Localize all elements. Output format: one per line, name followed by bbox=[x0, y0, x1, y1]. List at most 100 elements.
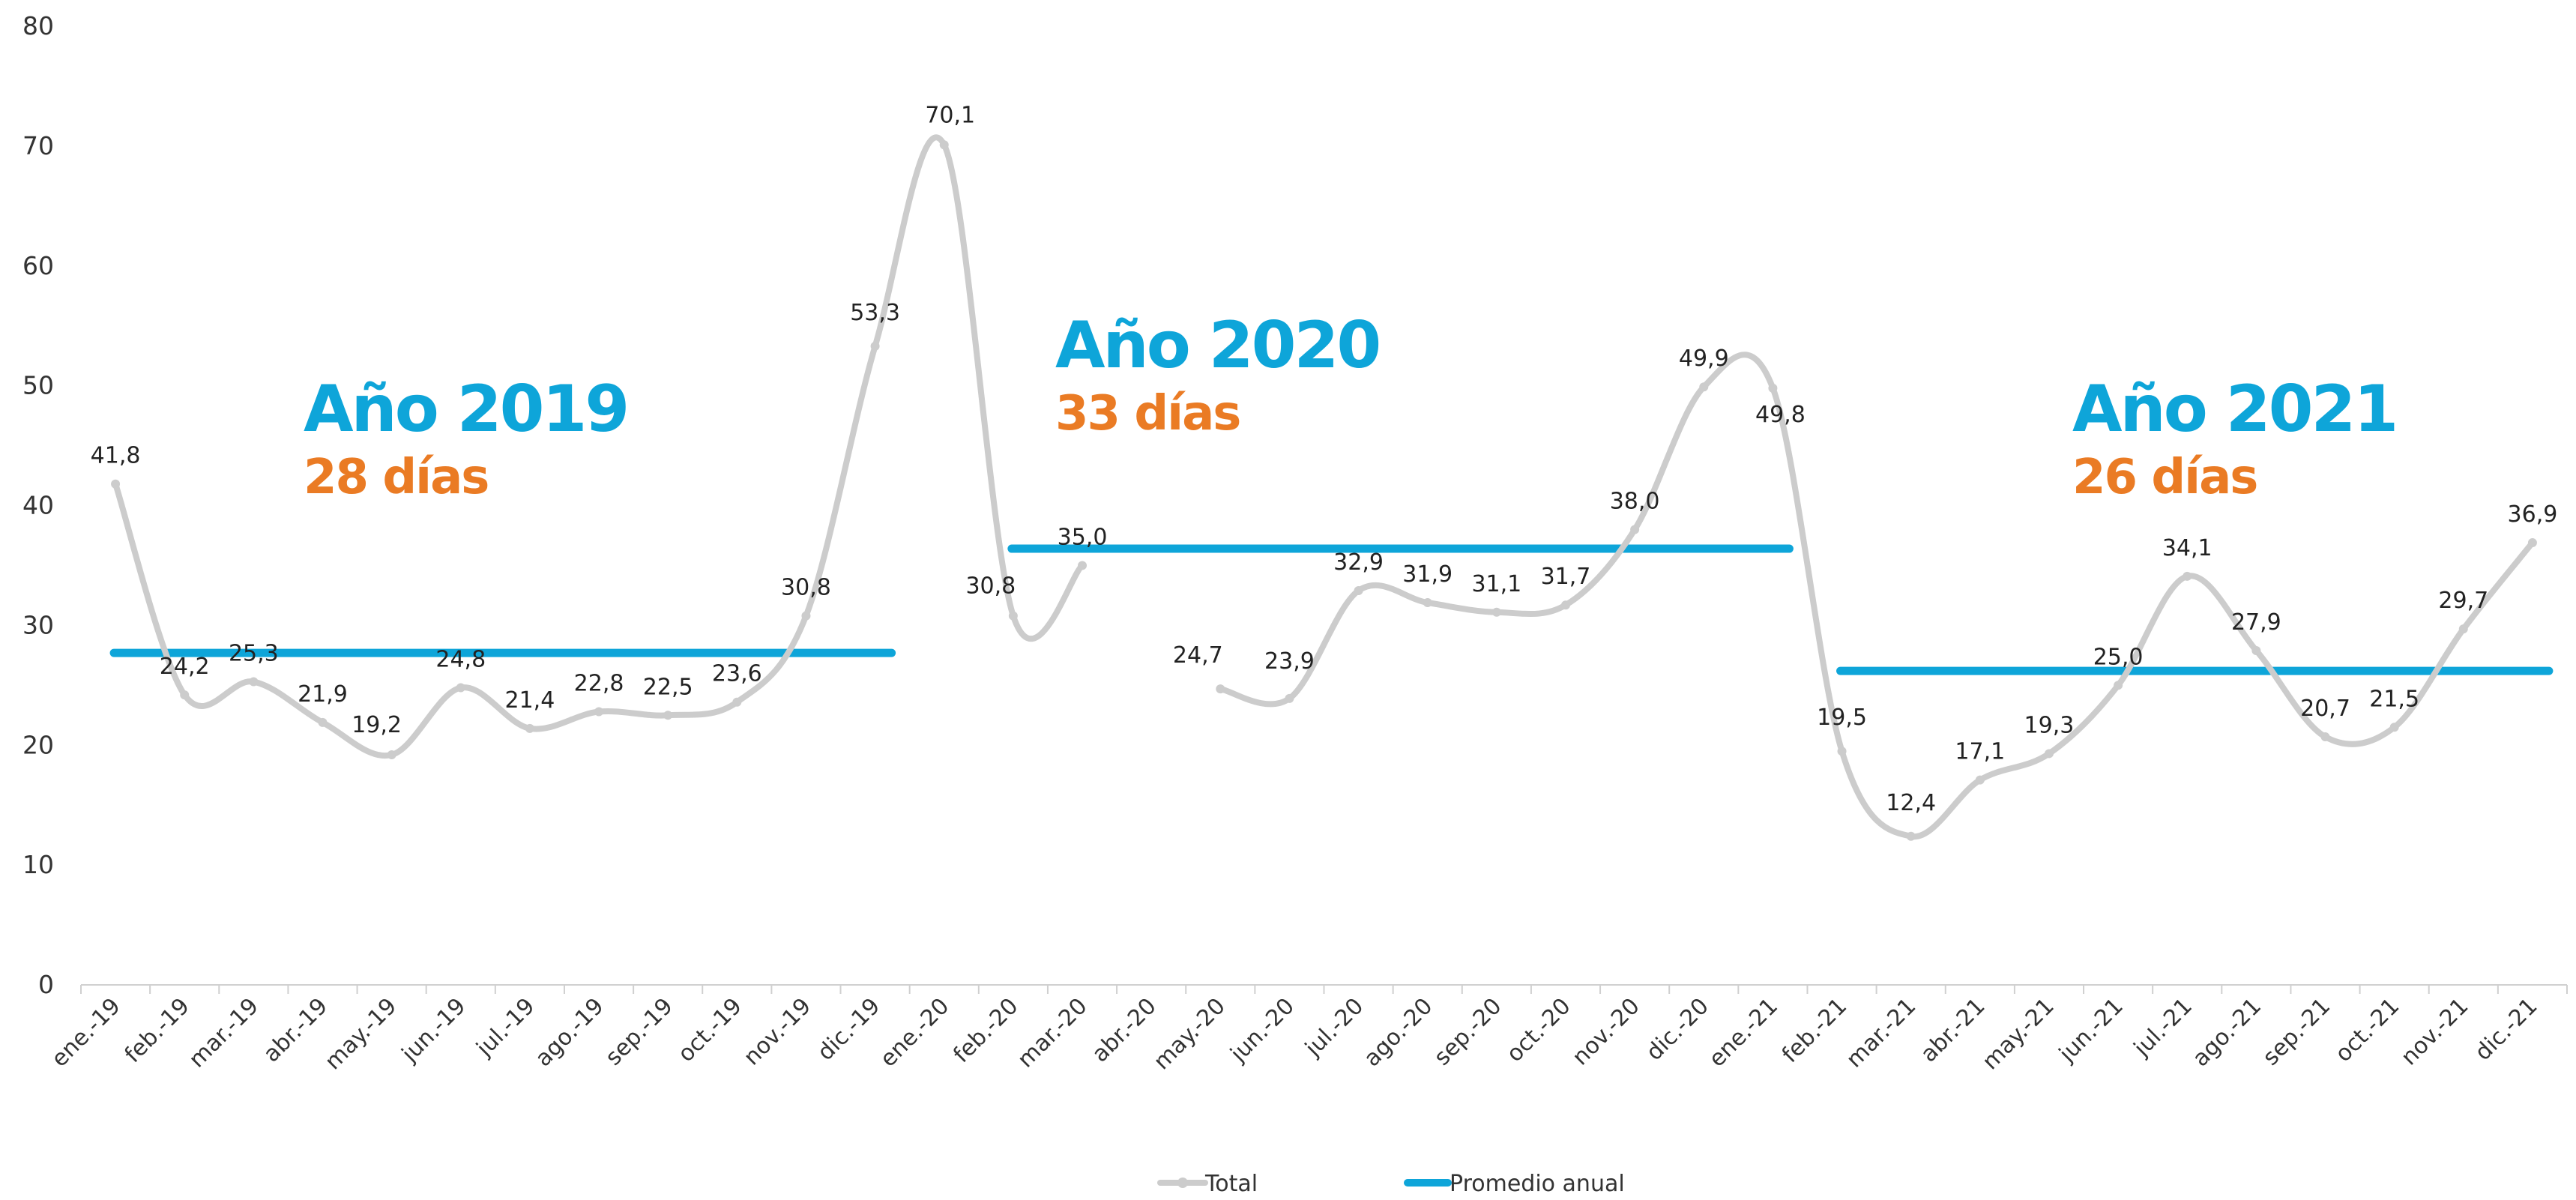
total-point bbox=[1216, 684, 1225, 694]
total-point bbox=[1768, 383, 1778, 393]
x-tick-label: ago.-20 bbox=[1359, 993, 1438, 1072]
total-point bbox=[2114, 681, 2123, 690]
data-label: 21,4 bbox=[505, 687, 555, 714]
data-label: 24,8 bbox=[435, 647, 486, 673]
total-point bbox=[2389, 723, 2399, 732]
x-tick-label: jun.-20 bbox=[1225, 993, 1300, 1068]
x-axis: ene.-19feb.-19mar.-19abr.-19may.-19jun.-… bbox=[46, 984, 2568, 1075]
total-point bbox=[1837, 747, 1847, 756]
data-label: 19,2 bbox=[352, 712, 402, 738]
y-tick-label: 0 bbox=[38, 970, 54, 999]
data-label: 31,9 bbox=[1402, 561, 1453, 588]
x-tick-label: jul.-21 bbox=[2129, 993, 2198, 1062]
x-tick-label: ene.-21 bbox=[1704, 993, 1783, 1073]
x-tick-label: nov.-20 bbox=[1567, 993, 1644, 1070]
y-tick-label: 30 bbox=[22, 610, 54, 639]
x-tick-label: dic.-19 bbox=[812, 993, 885, 1066]
total-point bbox=[1491, 607, 1501, 617]
x-tick-label: mar.-21 bbox=[1841, 993, 1922, 1073]
x-tick-label: mar.-20 bbox=[1013, 993, 1093, 1073]
data-label: 70,1 bbox=[925, 102, 975, 128]
data-label: 38,0 bbox=[1610, 488, 1660, 514]
legend: Total Promedio anual bbox=[1157, 1171, 1625, 1197]
legend-item-total: Total bbox=[1157, 1171, 1258, 1197]
y-tick-label: 50 bbox=[22, 371, 54, 400]
total-point bbox=[2527, 538, 2537, 548]
total-point bbox=[2458, 624, 2468, 634]
data-label: 35,0 bbox=[1058, 524, 1108, 550]
y-axis: 0 10 20 30 40 50 60 70 80 bbox=[22, 11, 54, 999]
data-label: 31,7 bbox=[1541, 564, 1591, 590]
total-point bbox=[387, 750, 396, 760]
data-label: 30,8 bbox=[965, 573, 1016, 600]
total-point bbox=[1008, 611, 1018, 621]
x-tick-label: feb.-21 bbox=[1777, 993, 1852, 1068]
data-label: 22,5 bbox=[643, 674, 693, 700]
total-point bbox=[1285, 693, 1294, 703]
total-point bbox=[249, 677, 259, 687]
total-point bbox=[2044, 749, 2054, 759]
x-tick-label: ene.-20 bbox=[875, 993, 955, 1073]
total-point bbox=[1699, 382, 1709, 392]
data-label: 21,9 bbox=[298, 681, 348, 708]
data-label: 41,8 bbox=[91, 443, 141, 469]
data-label: 34,1 bbox=[2162, 535, 2212, 561]
total-point bbox=[1423, 597, 1432, 607]
total-line-path bbox=[1217, 352, 2536, 839]
annotation-2019: Año 2019 28 días bbox=[304, 372, 630, 505]
annotation-title: Año 2021 bbox=[2072, 372, 2396, 447]
data-label: 22,8 bbox=[574, 670, 624, 696]
data-label: 23,9 bbox=[1264, 648, 1315, 675]
annotation-subtitle: 33 días bbox=[1055, 386, 1240, 441]
x-tick-label: dic.-20 bbox=[1641, 993, 1714, 1066]
x-tick-label: oct.-20 bbox=[1502, 993, 1576, 1067]
y-tick-label: 20 bbox=[22, 730, 54, 759]
data-label: 21,5 bbox=[2369, 686, 2419, 712]
data-label: 29,7 bbox=[2438, 588, 2488, 614]
total-point bbox=[594, 707, 604, 717]
data-label: 19,5 bbox=[1817, 705, 1867, 731]
total-point bbox=[180, 690, 190, 700]
data-label: 12,4 bbox=[1886, 790, 1936, 816]
annotation-2020: Año 2020 33 días bbox=[1055, 308, 1381, 441]
data-label: 49,9 bbox=[1679, 346, 1729, 372]
x-tick-label: nov.-19 bbox=[739, 993, 816, 1070]
x-tick-label: sep.-21 bbox=[2257, 993, 2335, 1071]
data-label: 25,3 bbox=[229, 641, 279, 667]
data-label: 32,9 bbox=[1333, 549, 1384, 576]
x-tick-label: may.-21 bbox=[1977, 993, 2059, 1075]
total-point bbox=[732, 697, 742, 707]
data-label: 27,9 bbox=[2231, 609, 2281, 636]
data-label: 19,3 bbox=[2024, 712, 2075, 738]
annotation-subtitle: 28 días bbox=[304, 450, 488, 505]
total-point bbox=[2183, 571, 2192, 581]
annotation-2021: Año 2021 26 días bbox=[2072, 372, 2398, 505]
total-point bbox=[1560, 600, 1570, 610]
data-label: 20,7 bbox=[2300, 696, 2350, 722]
total-point bbox=[318, 717, 328, 727]
x-tick-label: ene.-19 bbox=[46, 993, 126, 1073]
total-point bbox=[663, 711, 673, 720]
annotation-title: Año 2019 bbox=[304, 372, 627, 447]
x-tick-label: jul.-19 bbox=[471, 993, 540, 1062]
total-line-path bbox=[112, 134, 1086, 759]
year-annotations: Año 2019 28 días Año 2020 33 días Año 20… bbox=[304, 308, 2398, 505]
legend-marker-total bbox=[1177, 1178, 1188, 1188]
x-tick-label: jun.-21 bbox=[2054, 993, 2129, 1068]
total-point bbox=[456, 683, 465, 693]
annotation-title: Año 2020 bbox=[1055, 308, 1379, 383]
data-label: 36,9 bbox=[2508, 501, 2558, 528]
data-label: 23,6 bbox=[712, 661, 762, 687]
y-tick-label: 10 bbox=[22, 850, 54, 879]
legend-label-average: Promedio anual bbox=[1450, 1171, 1625, 1197]
data-label: 30,8 bbox=[781, 575, 831, 601]
x-tick-label: sep.-20 bbox=[1429, 993, 1507, 1071]
x-tick-label: dic.-21 bbox=[2470, 993, 2542, 1066]
total-point bbox=[1354, 586, 1363, 596]
x-tick-label: sep.-19 bbox=[600, 993, 678, 1071]
total-point bbox=[2251, 645, 2261, 655]
total-point bbox=[1906, 831, 1916, 841]
x-tick-label: jul.-20 bbox=[1300, 993, 1369, 1062]
x-tick-label: feb.-19 bbox=[120, 993, 195, 1068]
data-label: 17,1 bbox=[1955, 739, 2005, 765]
